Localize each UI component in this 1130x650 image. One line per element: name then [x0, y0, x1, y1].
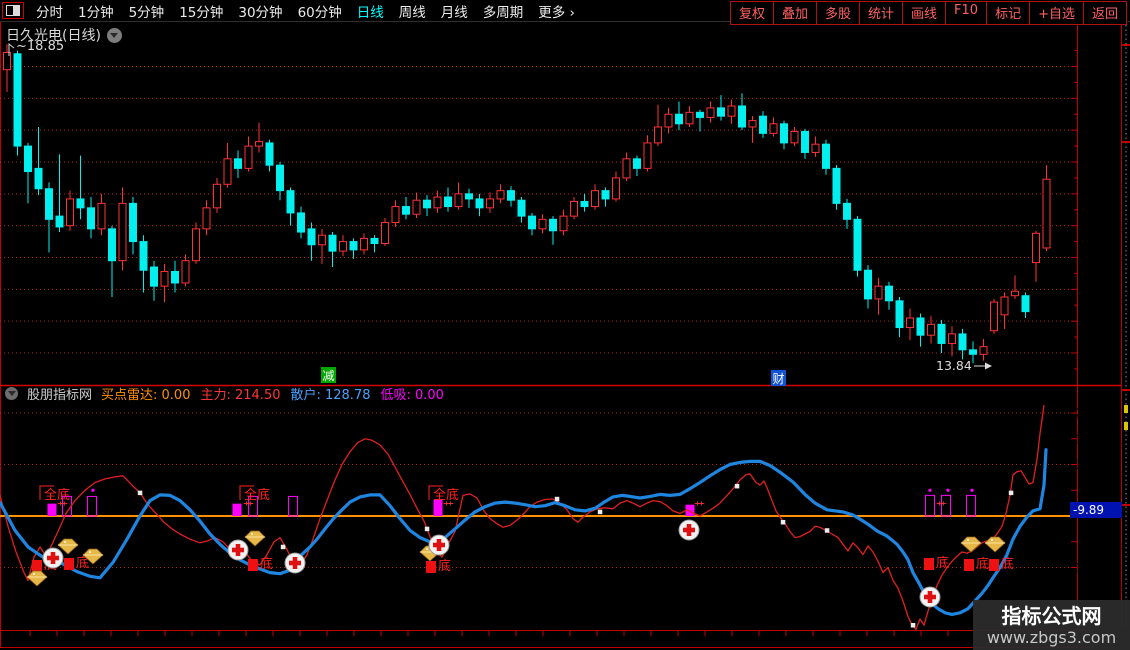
period-tab[interactable]: 更多 › [538, 4, 575, 21]
svg-text:底: 底 [976, 556, 989, 572]
chevron-down-icon[interactable] [5, 387, 18, 400]
svg-text:底: 底 [76, 555, 89, 571]
price-axis: 18.50 18.00 17.50 17.00 16.50 16.00 15.50 15.00… [0, 50, 1118, 370]
svg-text:-50.00: -50.00 [1078, 534, 1118, 549]
svg-text:14.50: 14.50 [1082, 314, 1118, 329]
svg-text:18.00: 18.00 [1082, 91, 1118, 106]
svg-text:13.84: 13.84 [936, 358, 972, 373]
toolbar-button[interactable]: 多股 [815, 1, 860, 25]
period-tab[interactable]: 30分钟 [238, 4, 283, 21]
svg-text:底: 底 [260, 556, 273, 572]
period-tab[interactable]: 周线 [398, 4, 426, 21]
svg-text:16.00: 16.00 [1082, 218, 1118, 233]
toolbar-button[interactable]: 标记 [986, 1, 1031, 25]
svg-text:底: 底 [438, 558, 451, 574]
svg-text:2: 2 [681, 633, 689, 647]
indicator-field: 低吸: 0.00 [380, 388, 444, 403]
right-mini-strip[interactable] [1121, 21, 1130, 630]
period-tabs: 分时 1分钟 5分钟 15分钟 30分钟 60分钟 日线 周线 月线 多周期 更多 › [36, 1, 575, 21]
toolbar-button[interactable]: F10 [945, 1, 988, 25]
period-tab[interactable]: 分时 [36, 4, 63, 21]
period-tab[interactable]: 60分钟 [297, 4, 342, 21]
svg-text:50.00: 50.00 [1082, 483, 1118, 498]
indicator-line-主力 [0, 404, 1045, 630]
period-tab[interactable]: 5分钟 [128, 4, 165, 21]
time-axis: 2025年 11 12 1 2 3 [8, 633, 801, 647]
reduce-badge: 减 [321, 367, 336, 383]
svg-text:100.00: 100.00 [1074, 457, 1118, 472]
diexi-histogram [47, 488, 976, 517]
indicator-field: 散户: 128.78 [290, 388, 371, 403]
svg-text:~18.85: ~18.85 [16, 39, 64, 54]
svg-text:艹: 艹 [243, 500, 254, 513]
watermark-url: www.zbgs3.com [986, 627, 1117, 647]
svg-text:14.00: 14.00 [1082, 346, 1118, 361]
price-annotations: ~18.85 13.84 [8, 39, 992, 373]
signal-marks: 全底全底全底艹艹艹艹艹底底底底底底底 [26, 485, 1014, 608]
watermark: 指标公式网 www.zbgs3.com [973, 600, 1130, 650]
toolbar-button[interactable]: +自选 [1029, 1, 1084, 25]
chevron-down-icon[interactable] [106, 27, 122, 43]
panel-layout-icon[interactable] [2, 2, 24, 19]
period-tab[interactable]: 15分钟 [179, 4, 224, 21]
period-tab[interactable]: 月线 [440, 4, 468, 21]
indicator-values: 买点雷达: 0.00 主力: 214.50 散户: 128.78 低吸: 0.00 [101, 384, 454, 403]
symbol-title: 日久光电(日线) [6, 28, 101, 44]
toolbar-button[interactable]: 叠加 [772, 1, 817, 25]
chart-title-bar: 日久光电(日线) [6, 25, 122, 45]
indicator-header: 股朋指标网 买点雷达: 0.00 主力: 214.50 散户: 128.78 低吸: … [0, 384, 454, 403]
svg-text:艹: 艹 [443, 500, 454, 513]
indicator-axis: 200.00 150.00 100.00 50.00 -50.00 -100.00 [0, 406, 1118, 575]
current-value-box: -9.89 [1070, 502, 1122, 518]
svg-text:1: 1 [519, 633, 527, 647]
svg-text:艹: 艹 [57, 500, 68, 513]
svg-text:-100.00: -100.00 [1070, 560, 1118, 575]
svg-text:11: 11 [176, 633, 191, 647]
svg-text:全底: 全底 [44, 487, 70, 503]
top-toolbar: 分时 1分钟 5分钟 15分钟 30分钟 60分钟 日线 周线 月线 多周期 更多 › 复权 叠加 多股… [0, 0, 1130, 25]
toolbar-right-buttons: 复权 叠加 多股 统计 画线 F10 标记 +自选 返回 [729, 1, 1127, 25]
toolbar-button[interactable]: 画线 [902, 1, 947, 25]
indicator-line-散户 [0, 448, 1048, 617]
svg-text:全底: 全底 [244, 487, 270, 503]
indicator-source-label[interactable]: 股朋指标网 [27, 388, 93, 403]
svg-text:12: 12 [338, 633, 353, 647]
svg-text:18.50: 18.50 [1082, 59, 1118, 74]
toolbar-button[interactable]: 统计 [859, 1, 904, 25]
svg-text:艹: 艹 [694, 500, 705, 513]
indicator-field: 主力: 214.50 [200, 388, 281, 403]
indicator-field: 买点雷达: 0.00 [101, 388, 191, 403]
svg-text:150.00: 150.00 [1074, 431, 1118, 446]
period-tab[interactable]: 1分钟 [78, 4, 114, 21]
toolbar-button[interactable]: 返回 [1082, 1, 1127, 25]
svg-text:15.00: 15.00 [1082, 282, 1118, 297]
svg-text:15.50: 15.50 [1082, 250, 1118, 265]
toolbar-button[interactable]: 复权 [729, 1, 774, 25]
svg-text:3: 3 [793, 633, 801, 647]
candlestick-series [3, 44, 1051, 364]
svg-text:17.00: 17.00 [1082, 155, 1118, 170]
wealth-badge: 财 [771, 370, 786, 386]
svg-text:2025年: 2025年 [8, 633, 51, 647]
period-tab[interactable]: 多周期 [482, 4, 524, 21]
svg-text:200.00: 200.00 [1074, 406, 1118, 421]
svg-text:全底: 全底 [433, 487, 459, 503]
svg-text:17.50: 17.50 [1082, 123, 1118, 138]
period-tab[interactable]: 日线 [356, 4, 384, 21]
svg-text:16.50: 16.50 [1082, 186, 1118, 201]
svg-text:底: 底 [1001, 556, 1014, 572]
watermark-title: 指标公式网 [1001, 603, 1102, 628]
svg-text:艹: 艹 [936, 500, 947, 513]
svg-text:底: 底 [936, 555, 949, 571]
